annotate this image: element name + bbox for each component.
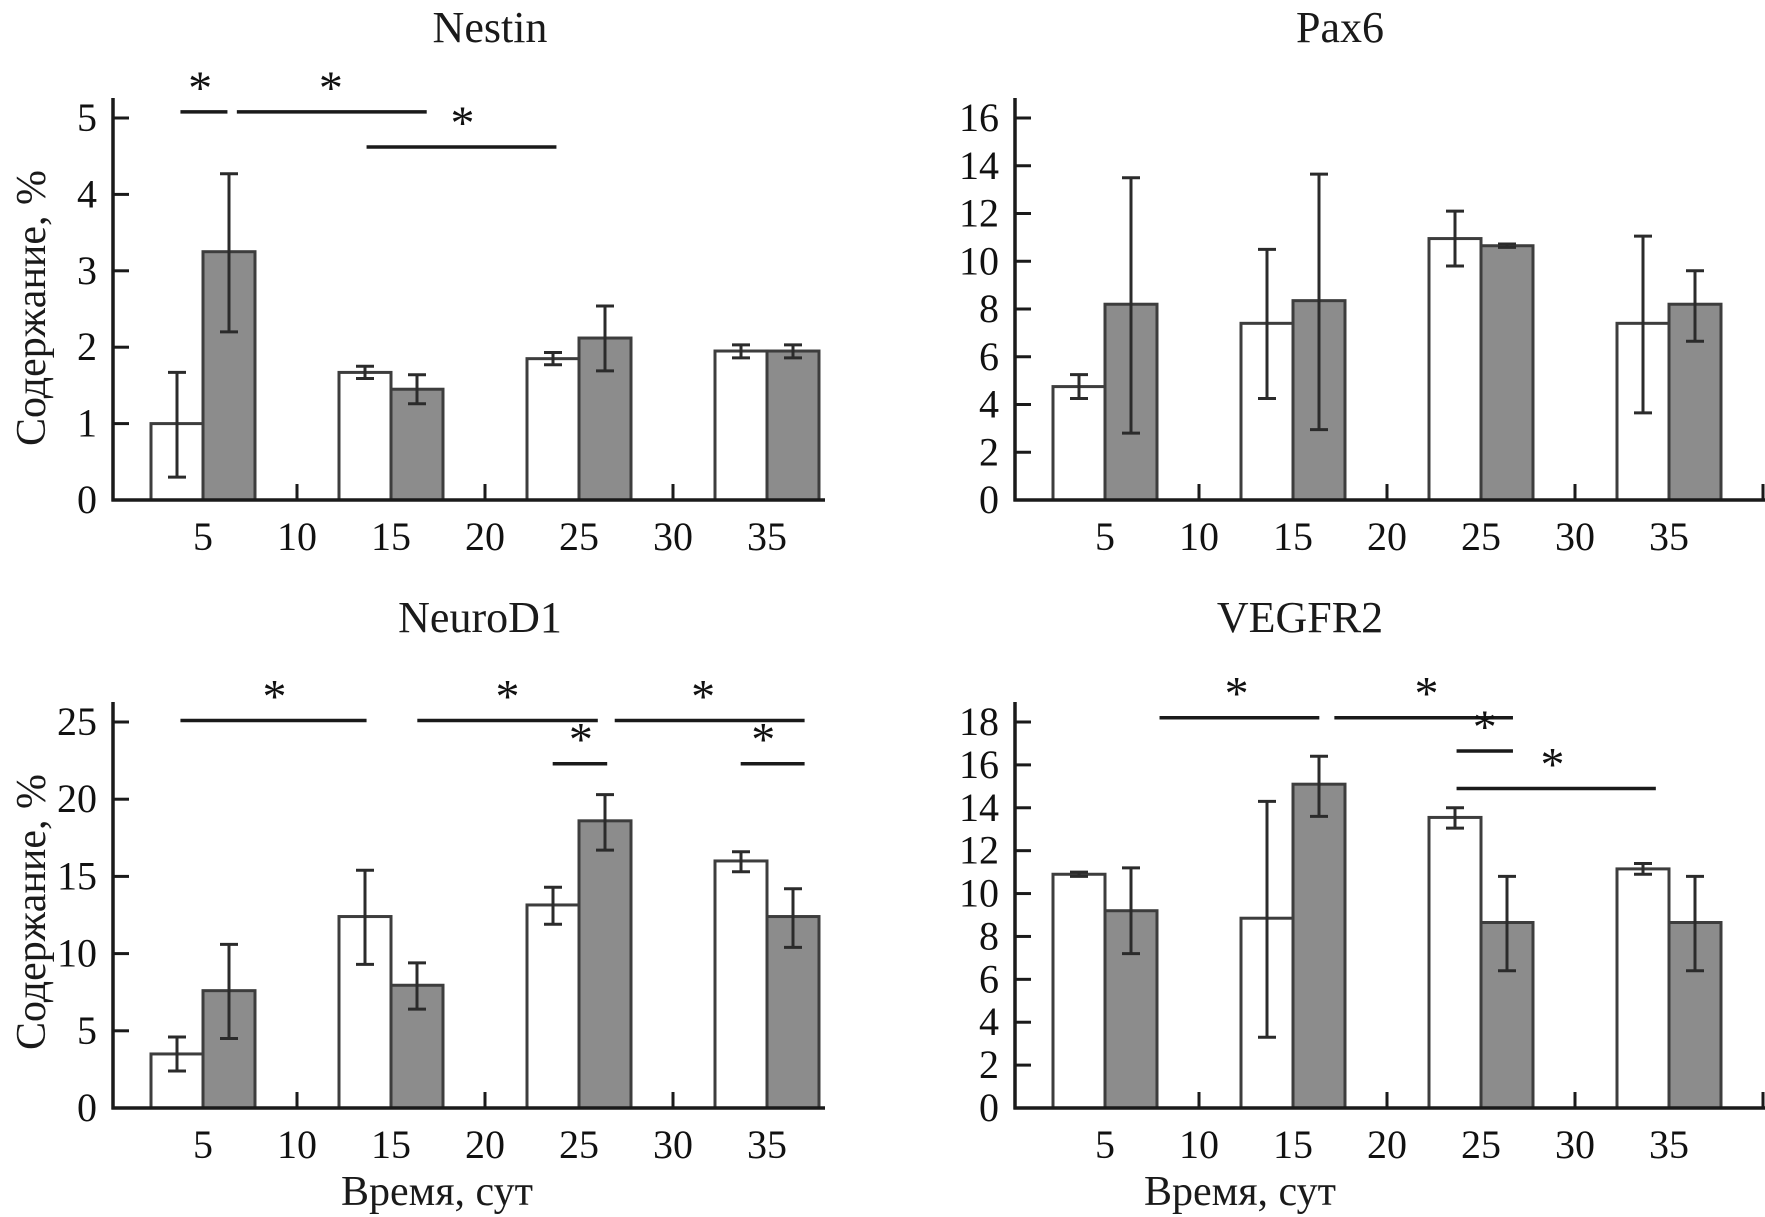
y-tick-label: 14 xyxy=(959,785,999,830)
y-tick-label: 2 xyxy=(979,429,999,474)
bar xyxy=(1051,385,1107,502)
y-tick-label: 2 xyxy=(979,1042,999,1087)
significance-star: * xyxy=(1225,668,1249,721)
y-tick-label: 5 xyxy=(77,1008,97,1053)
y-tick-label: 20 xyxy=(57,776,97,821)
y-tick-label: 16 xyxy=(959,95,999,140)
y-tick-label: 4 xyxy=(979,999,999,1044)
y-axis-label-top: Содержание, % xyxy=(9,169,55,447)
x-tick-label: 25 xyxy=(559,514,599,559)
x-tick-label: 5 xyxy=(193,1122,213,1167)
x-axis-label-bottom-right: Время, сут xyxy=(1144,1169,1336,1215)
y-tick-label: 10 xyxy=(57,931,97,976)
bar xyxy=(525,357,581,502)
x-tick-label: 5 xyxy=(193,514,213,559)
x-tick-label: 15 xyxy=(371,1122,411,1167)
x-tick-label: 20 xyxy=(465,514,505,559)
y-tick-label: 12 xyxy=(959,828,999,873)
significance-star: * xyxy=(188,62,212,115)
x-tick-label: 10 xyxy=(277,1122,317,1167)
bar xyxy=(1051,872,1107,1110)
significance-star: * xyxy=(1414,668,1438,721)
y-tick-label: 15 xyxy=(57,853,97,898)
x-tick-label: 10 xyxy=(1179,514,1219,559)
y-tick-label: 2 xyxy=(77,324,97,369)
bar xyxy=(525,903,581,1110)
y-tick-label: 0 xyxy=(979,477,999,522)
x-tick-label: 30 xyxy=(1555,1122,1595,1167)
y-tick-label: 4 xyxy=(979,382,999,427)
y-tick-label: 18 xyxy=(959,699,999,744)
significance-star: * xyxy=(262,670,286,723)
y-tick-label: 3 xyxy=(77,248,97,293)
x-tick-label: 20 xyxy=(1367,514,1407,559)
y-tick-label: 0 xyxy=(77,477,97,522)
x-tick-label: 25 xyxy=(1461,1122,1501,1167)
x-tick-label: 35 xyxy=(1649,514,1689,559)
significance-star: * xyxy=(691,670,715,723)
significance-star: * xyxy=(496,670,520,723)
significance-star: * xyxy=(1540,738,1564,791)
y-tick-label: 6 xyxy=(979,956,999,1001)
x-tick-label: 20 xyxy=(1367,1122,1407,1167)
y-axis-label-bottom: Содержание, % xyxy=(9,773,55,1051)
panel-title-nestin: Nestin xyxy=(432,3,548,52)
x-tick-label: 15 xyxy=(1273,514,1313,559)
bar xyxy=(1291,782,1347,1110)
y-tick-label: 1 xyxy=(77,401,97,446)
y-tick-label: 0 xyxy=(979,1085,999,1130)
significance-star: * xyxy=(1473,701,1497,754)
bar xyxy=(389,387,445,502)
x-tick-label: 15 xyxy=(1273,1122,1313,1167)
y-tick-label: 0 xyxy=(77,1085,97,1130)
y-tick-label: 14 xyxy=(959,143,999,188)
x-tick-label: 35 xyxy=(747,514,787,559)
x-tick-label: 25 xyxy=(559,1122,599,1167)
panel-title-neurod1: NeuroD1 xyxy=(398,593,562,642)
bar xyxy=(1615,867,1671,1110)
bar xyxy=(1479,244,1535,502)
bar xyxy=(713,349,769,502)
y-tick-label: 6 xyxy=(979,334,999,379)
bar xyxy=(765,349,821,502)
significance-star: * xyxy=(569,714,593,767)
bar xyxy=(577,819,633,1110)
y-tick-label: 4 xyxy=(77,171,97,216)
x-tick-label: 30 xyxy=(653,514,693,559)
x-axis-label-bottom-left: Время, сут xyxy=(341,1169,533,1215)
y-tick-label: 12 xyxy=(959,191,999,236)
y-tick-label: 16 xyxy=(959,742,999,787)
bar xyxy=(1427,237,1483,502)
bar xyxy=(1427,815,1483,1110)
y-tick-label: 8 xyxy=(979,286,999,331)
y-tick-label: 8 xyxy=(979,913,999,958)
y-tick-label: 10 xyxy=(959,871,999,916)
x-tick-label: 30 xyxy=(1555,514,1595,559)
panel-title-vegfr2: VEGFR2 xyxy=(1216,593,1384,642)
significance-star: * xyxy=(751,714,775,767)
y-tick-label: 10 xyxy=(959,238,999,283)
x-tick-label: 10 xyxy=(277,514,317,559)
x-tick-label: 35 xyxy=(747,1122,787,1167)
y-tick-label: 5 xyxy=(77,95,97,140)
significance-star: * xyxy=(319,62,343,115)
x-tick-label: 10 xyxy=(1179,1122,1219,1167)
x-tick-label: 20 xyxy=(465,1122,505,1167)
x-tick-label: 25 xyxy=(1461,514,1501,559)
x-tick-label: 15 xyxy=(371,514,411,559)
bar xyxy=(713,859,769,1110)
x-tick-label: 5 xyxy=(1095,514,1115,559)
x-tick-label: 35 xyxy=(1649,1122,1689,1167)
y-tick-label: 25 xyxy=(57,699,97,744)
significance-star: * xyxy=(450,97,474,150)
bar xyxy=(337,370,393,502)
x-tick-label: 30 xyxy=(653,1122,693,1167)
panel-title-pax6: Pax6 xyxy=(1296,3,1384,52)
x-tick-label: 5 xyxy=(1095,1122,1115,1167)
